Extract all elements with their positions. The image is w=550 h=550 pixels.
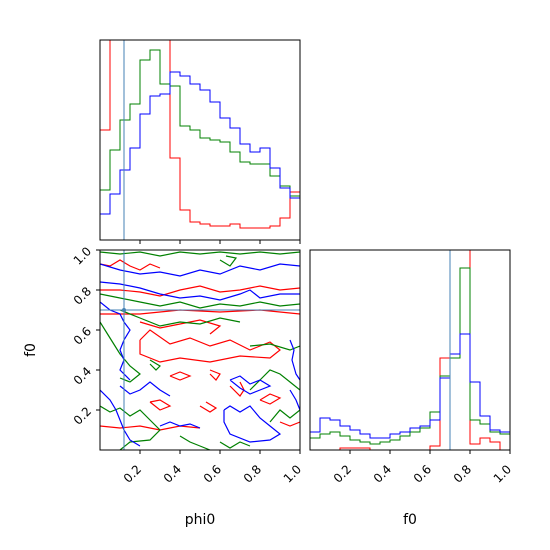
xtick-label-2d-1: 0.4 [161, 462, 184, 485]
contour-red-11 [259, 393, 282, 405]
contour-red-1 [100, 285, 300, 297]
contour-green-0 [100, 251, 300, 257]
truth-point-2d [122, 308, 126, 312]
contour-blue-0 [100, 263, 300, 277]
contour-red-6 [209, 369, 221, 381]
contour-green-8 [100, 405, 161, 450]
contour-blue-4 [100, 389, 141, 447]
contour-green-10 [219, 441, 251, 449]
hist-phi0-series-red [100, 40, 300, 240]
histogram-phi0-panel [99, 39, 301, 244]
hist-phi0-series-green [100, 49, 300, 240]
contour-blue-5 [159, 421, 201, 429]
contour-panel-phi0-f0: 0.2 0.4 0.6 0.8 1.0 0.2 0.4 0.6 0.8 1.0 [71, 244, 304, 485]
xtick-label-2d-2: 0.6 [201, 462, 224, 485]
frame-2d [99, 249, 301, 451]
contour-red-4 [139, 329, 281, 363]
xtick-label-hist-f0-0: 0.2 [331, 462, 354, 485]
contour-blue-7 [223, 405, 282, 443]
contour-green-2 [100, 293, 300, 309]
hist-phi0-series-blue [100, 71, 300, 240]
contour-red-0 [100, 259, 161, 271]
xtick-label-hist-f0-2: 0.6 [411, 462, 434, 485]
frame-hist-phi0 [99, 39, 301, 241]
xtick-label-2d-0: 0.2 [121, 462, 144, 485]
hist-f0-series-red [310, 250, 510, 450]
hist-f0-series-blue [310, 333, 510, 450]
contour-green-1 [219, 255, 238, 267]
contour-red-10 [100, 425, 201, 431]
ytick-label-2d-1: 0.4 [71, 364, 94, 387]
contour-red-3 [139, 319, 222, 335]
contour-green-3 [119, 309, 241, 327]
xtick-label-hist-f0-1: 0.4 [371, 462, 394, 485]
contour-blue-6 [229, 375, 272, 395]
contour-red-9 [199, 401, 218, 413]
contour-blue-9 [289, 389, 300, 411]
contour-green-7 [249, 369, 300, 391]
contour-green-9 [179, 435, 211, 450]
contour-blue-3 [119, 381, 171, 397]
contour-green-11 [269, 409, 300, 423]
ylabel-f0: f0 [23, 343, 39, 357]
contour-green-6 [149, 359, 161, 371]
ytick-label-2d-2: 0.6 [71, 324, 94, 347]
ytick-label-2d-4: 1.0 [71, 244, 94, 267]
frame-hist-f0 [309, 249, 511, 451]
ytick-label-2d-3: 0.8 [71, 284, 94, 307]
contour-red-2 [100, 309, 300, 315]
xlabel-phi0: phi0 [185, 512, 216, 528]
histogram-f0-panel: 0.2 0.4 0.6 0.8 1.0 [309, 249, 514, 486]
xtick-label-2d-3: 0.8 [241, 462, 264, 485]
contour-red-5 [169, 371, 192, 381]
ytick-label-2d-0: 0.2 [71, 404, 94, 427]
hist-f0-series-green [310, 267, 510, 450]
xlabel-f0: f0 [403, 512, 417, 528]
contour-green-5 [249, 343, 300, 351]
xtick-label-hist-f0-3: 0.8 [451, 462, 474, 485]
contour-blue-2 [100, 301, 131, 381]
contour-red-8 [149, 399, 172, 411]
contour-red-7 [229, 381, 245, 397]
contour-green-4 [100, 321, 141, 383]
xtick-label-hist-f0-4: 1.0 [491, 462, 514, 485]
contour-red-12 [279, 421, 300, 427]
contour-blue-1 [100, 281, 300, 301]
xtick-label-2d-4: 1.0 [281, 462, 304, 485]
contour-blue-8 [289, 339, 300, 381]
